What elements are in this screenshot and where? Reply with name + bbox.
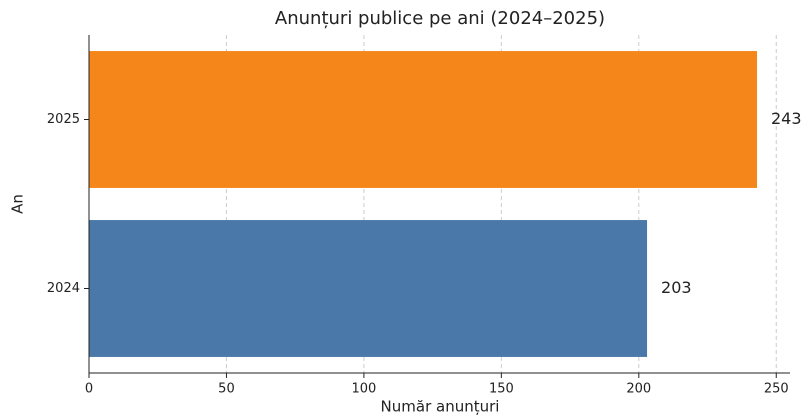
y-axis-label: An xyxy=(9,194,27,214)
x-tick-label: 250 xyxy=(764,382,789,397)
x-axis-label: Număr anunțuri xyxy=(381,398,500,416)
x-tick-label: 0 xyxy=(85,382,93,397)
x-tick-label: 150 xyxy=(489,382,514,397)
x-tick-label: 50 xyxy=(218,382,235,397)
bar xyxy=(89,51,758,188)
bar xyxy=(89,220,648,357)
y-tick-label: 2024 xyxy=(47,281,80,296)
value-label: 243 xyxy=(771,109,802,128)
chart-title: Anunțuri publice pe ani (2024–2025) xyxy=(275,8,605,29)
value-label: 203 xyxy=(661,278,692,297)
x-tick-label: 100 xyxy=(351,382,376,397)
y-tick-label: 2025 xyxy=(47,112,80,127)
x-tick-label: 200 xyxy=(626,382,651,397)
